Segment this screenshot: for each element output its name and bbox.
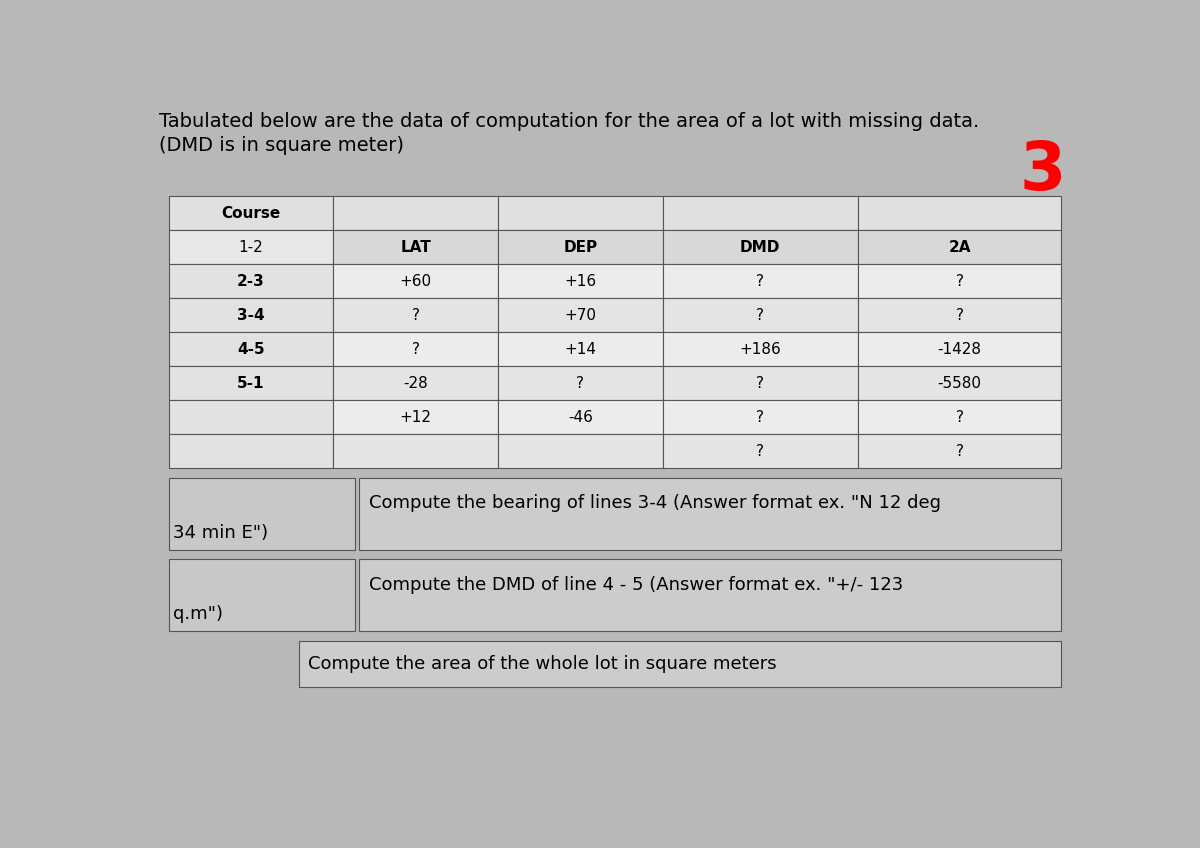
Text: 2-3: 2-3 — [238, 274, 265, 289]
FancyBboxPatch shape — [168, 560, 355, 631]
FancyBboxPatch shape — [858, 265, 1062, 298]
Text: ?: ? — [955, 274, 964, 289]
Text: Course: Course — [221, 206, 281, 221]
FancyBboxPatch shape — [168, 366, 334, 400]
FancyBboxPatch shape — [498, 366, 662, 400]
FancyBboxPatch shape — [334, 434, 498, 468]
Text: DMD: DMD — [740, 240, 780, 255]
FancyBboxPatch shape — [168, 265, 334, 298]
FancyBboxPatch shape — [858, 400, 1062, 434]
FancyBboxPatch shape — [498, 332, 662, 366]
Text: (DMD is in square meter): (DMD is in square meter) — [160, 136, 404, 154]
Text: +186: +186 — [739, 342, 781, 357]
Text: ?: ? — [756, 444, 764, 459]
Text: ?: ? — [756, 274, 764, 289]
Text: ?: ? — [756, 308, 764, 323]
Text: ?: ? — [412, 308, 420, 323]
FancyBboxPatch shape — [662, 298, 858, 332]
Text: -5580: -5580 — [937, 376, 982, 391]
FancyBboxPatch shape — [359, 478, 1062, 550]
FancyBboxPatch shape — [334, 231, 498, 265]
Text: 5-1: 5-1 — [238, 376, 265, 391]
FancyBboxPatch shape — [334, 332, 498, 366]
Text: ?: ? — [955, 308, 964, 323]
Text: LAT: LAT — [401, 240, 431, 255]
Text: Compute the DMD of line 4 - 5 (Answer format ex. "+/- 123: Compute the DMD of line 4 - 5 (Answer fo… — [368, 576, 902, 594]
FancyBboxPatch shape — [858, 366, 1062, 400]
FancyBboxPatch shape — [662, 197, 858, 231]
FancyBboxPatch shape — [498, 265, 662, 298]
FancyBboxPatch shape — [168, 478, 355, 550]
FancyBboxPatch shape — [662, 434, 858, 468]
FancyBboxPatch shape — [858, 197, 1062, 231]
FancyBboxPatch shape — [662, 265, 858, 298]
Text: +16: +16 — [564, 274, 596, 289]
Text: 3: 3 — [1020, 137, 1066, 204]
Text: -46: -46 — [568, 410, 593, 425]
Text: Compute the area of the whole lot in square meters: Compute the area of the whole lot in squ… — [308, 655, 776, 673]
FancyBboxPatch shape — [498, 434, 662, 468]
FancyBboxPatch shape — [498, 298, 662, 332]
FancyBboxPatch shape — [359, 560, 1062, 631]
Text: DEP: DEP — [563, 240, 598, 255]
Text: -1428: -1428 — [937, 342, 982, 357]
FancyBboxPatch shape — [168, 332, 334, 366]
Text: +12: +12 — [400, 410, 432, 425]
FancyBboxPatch shape — [334, 265, 498, 298]
Text: -28: -28 — [403, 376, 428, 391]
Text: +14: +14 — [564, 342, 596, 357]
FancyBboxPatch shape — [662, 400, 858, 434]
Text: Tabulated below are the data of computation for the area of a lot with missing d: Tabulated below are the data of computat… — [160, 112, 979, 131]
FancyBboxPatch shape — [168, 231, 334, 265]
FancyBboxPatch shape — [662, 332, 858, 366]
Text: ?: ? — [955, 410, 964, 425]
Text: 1-2: 1-2 — [239, 240, 263, 255]
FancyBboxPatch shape — [858, 332, 1062, 366]
FancyBboxPatch shape — [299, 641, 1062, 687]
FancyBboxPatch shape — [662, 366, 858, 400]
Text: Compute the bearing of lines 3-4 (Answer format ex. "N 12 deg: Compute the bearing of lines 3-4 (Answer… — [368, 494, 941, 512]
FancyBboxPatch shape — [334, 298, 498, 332]
Text: ?: ? — [955, 444, 964, 459]
Text: 34 min E"): 34 min E") — [173, 523, 269, 542]
FancyBboxPatch shape — [498, 231, 662, 265]
FancyBboxPatch shape — [858, 231, 1062, 265]
FancyBboxPatch shape — [334, 197, 498, 231]
Text: ?: ? — [756, 410, 764, 425]
Text: q.m"): q.m") — [173, 605, 223, 623]
Text: 2A: 2A — [948, 240, 971, 255]
Text: ?: ? — [576, 376, 584, 391]
FancyBboxPatch shape — [168, 434, 334, 468]
Text: ?: ? — [756, 376, 764, 391]
FancyBboxPatch shape — [168, 400, 334, 434]
FancyBboxPatch shape — [662, 231, 858, 265]
FancyBboxPatch shape — [168, 298, 334, 332]
Text: ?: ? — [412, 342, 420, 357]
Text: +60: +60 — [400, 274, 432, 289]
Text: +70: +70 — [564, 308, 596, 323]
FancyBboxPatch shape — [498, 400, 662, 434]
FancyBboxPatch shape — [858, 434, 1062, 468]
FancyBboxPatch shape — [334, 400, 498, 434]
FancyBboxPatch shape — [334, 366, 498, 400]
FancyBboxPatch shape — [858, 298, 1062, 332]
Text: 4-5: 4-5 — [238, 342, 265, 357]
FancyBboxPatch shape — [168, 197, 334, 231]
Text: 3-4: 3-4 — [238, 308, 265, 323]
FancyBboxPatch shape — [498, 197, 662, 231]
